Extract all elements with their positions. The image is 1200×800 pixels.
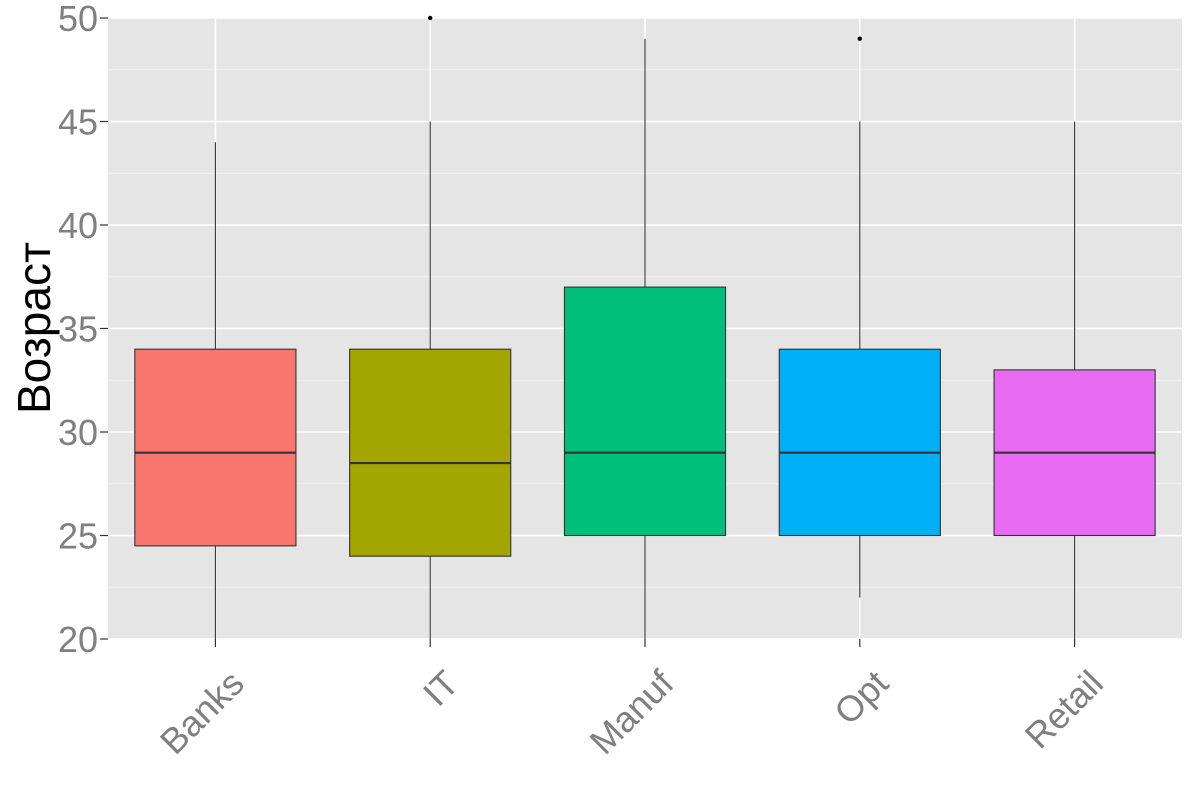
y-tick-label: 45	[58, 102, 98, 143]
box-manuf	[563, 286, 727, 537]
boxes	[134, 15, 1156, 639]
y-tick-label: 40	[58, 205, 98, 246]
x-tick-label-manuf: Manuf	[582, 662, 682, 762]
x-tick-label-opt: Opt	[826, 662, 896, 732]
y-tick-label: 30	[58, 412, 98, 453]
y-tick-label: 50	[58, 0, 98, 39]
x-tick-label-banks: Banks	[152, 662, 252, 762]
x-tick-label-it: IT	[415, 662, 467, 714]
box-it	[349, 348, 512, 557]
outlier-point-it	[428, 15, 433, 21]
y-axis-title: Возраст	[8, 242, 60, 414]
x-tick-label-retail: Retail	[1017, 662, 1111, 756]
outlier-point-opt	[857, 36, 862, 41]
y-tick-label: 25	[58, 516, 98, 557]
box-opt	[778, 348, 941, 537]
y-tick-label: 20	[58, 619, 98, 660]
box-banks	[134, 348, 297, 547]
y-tick-label: 35	[58, 309, 98, 350]
